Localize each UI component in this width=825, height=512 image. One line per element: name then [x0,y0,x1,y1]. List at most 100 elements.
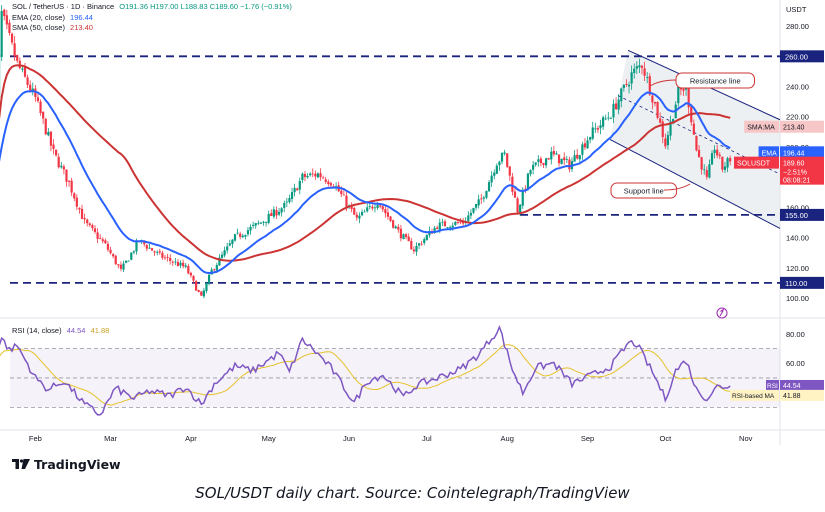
price-tick-label: 280.00 [786,22,809,31]
candle-body [487,182,491,192]
candle-body [557,154,561,164]
candle-body [386,212,390,217]
candle-body [3,9,6,17]
candle-body [117,264,120,266]
sma-label: SMA (50, close) [12,23,65,32]
candle-body [581,144,584,155]
candle-body [729,157,732,162]
candle-body [83,218,86,220]
level-price-tag [780,50,824,63]
candle-body [355,214,358,218]
candle-body [316,173,320,178]
candle-body [169,257,172,261]
candle-body [145,245,148,249]
candle-body [474,204,478,208]
candle-body [88,223,91,226]
ema-price-tag: EMA 196.44 [758,146,824,159]
alert-icon-bolt [719,308,725,317]
candle-body [366,207,369,212]
candle-body [125,260,128,263]
candle-body [643,68,646,76]
ema-price-tag-value: 196.44 [783,150,805,157]
candle-body [687,83,690,108]
currency-label: USDT [786,5,807,14]
candle-body [49,131,53,146]
candle-body [200,291,203,296]
chart-caption: SOL/USDT daily chart. Source: Cointelegr… [195,484,630,502]
candle-body [301,173,304,181]
candle-body [425,235,428,241]
candle-body [532,164,535,170]
candle-body [324,179,327,182]
candle-body [345,195,348,207]
rsi-tag-bg [766,379,779,391]
candle-body [252,224,255,226]
candle-body [228,243,231,246]
candle-body [511,176,514,192]
support-arrow [663,183,691,191]
candle-body [306,175,309,178]
rsi-line [0,324,731,416]
sma-price-tag-bg [744,120,779,133]
candle-body [249,226,252,231]
sma-price-tag-value-bg [780,120,824,133]
level-price-text: 110.00 [785,279,807,288]
candle-body [594,128,597,130]
candle-body [233,234,237,241]
candle-body [171,261,174,263]
ema-20-line [0,90,731,275]
candle-body [700,157,703,170]
candle-body [384,209,387,214]
candle-body [625,83,628,85]
sma-50-line [0,64,731,262]
candle-body [529,170,532,175]
symbol-legend: SOL / TetherUS · 1D · Binance O191.36 H1… [12,2,295,11]
candle-body [599,125,602,129]
candle-body [371,206,374,209]
candle-body [436,227,439,229]
candle-body [500,153,504,162]
candle-body [423,239,426,244]
candle-body [161,252,164,258]
candle-body [573,155,576,162]
candle-body [174,261,177,263]
candle-body [70,180,73,193]
ohlc-text: O191.36 H197.00 L188.83 C189.60 −1.76 (−… [119,2,292,11]
candle-body [708,164,711,178]
candle-body [576,154,579,159]
candle-body [293,187,296,193]
candle-body [93,228,97,233]
candle-body [726,158,729,168]
candle-body [560,158,563,165]
support-trendline [609,138,781,229]
time-tick-label: Sep [581,434,594,443]
candle-body [259,222,263,224]
candle-body [697,149,701,157]
candle-body [104,240,107,244]
candle-body [99,238,102,239]
candle-body [75,197,78,207]
candle-body [666,135,670,146]
candle-body [589,137,592,140]
candle-body [456,222,460,223]
candle-body [578,155,581,160]
candle-body [112,254,115,257]
candle-body [296,188,299,191]
candle-body [485,190,488,198]
candle-body [262,221,265,223]
candle-body [122,263,125,270]
candle-body [614,103,618,110]
candle-body [132,251,135,253]
candle-body [402,234,405,240]
candle-body [451,225,454,228]
candle-body [661,121,664,138]
candle-body [513,191,517,198]
candle-body [526,173,530,189]
candle-body [73,193,76,199]
candle-body [508,166,511,176]
candle-body [179,262,182,266]
candle-body [563,157,566,161]
candle-body [309,173,312,176]
candle-body [270,213,273,216]
price-tick-label: 220.00 [786,113,809,122]
